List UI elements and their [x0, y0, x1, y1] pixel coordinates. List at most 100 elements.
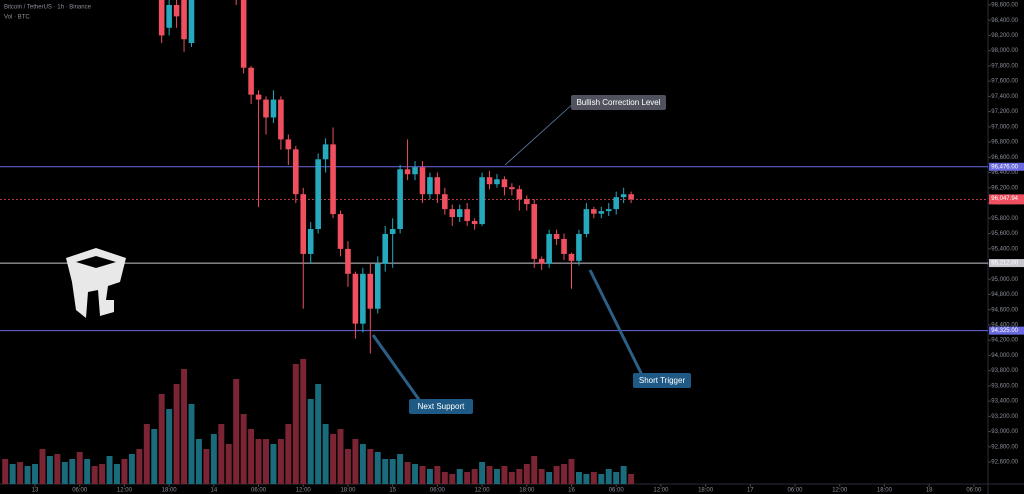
- volume-bar: [203, 449, 210, 484]
- candle-body: [583, 209, 590, 234]
- annotation-leader: [588, 269, 644, 376]
- y-tick-label: 93,200.00: [991, 414, 1018, 420]
- candle-body: [479, 177, 485, 225]
- y-tick-label: 95,800.00: [991, 216, 1018, 222]
- y-tick-label: 94,400.00: [991, 323, 1018, 329]
- volume-bar: [337, 429, 344, 484]
- x-tick-label: 18:00: [519, 488, 535, 494]
- candles-layer: [158, 0, 634, 354]
- annotation-leader: [371, 334, 422, 402]
- volume-bar: [605, 469, 612, 484]
- candle-body: [449, 209, 456, 218]
- volume-bar: [69, 459, 76, 484]
- volume-bar: [225, 444, 232, 484]
- candle-body: [263, 99, 269, 118]
- volume-bar: [344, 449, 351, 484]
- y-tick-label: 92,600.00: [991, 460, 1018, 466]
- candle-body: [278, 99, 284, 140]
- candle-body: [404, 169, 411, 175]
- candle-body: [158, 0, 165, 36]
- candle-body: [248, 67, 254, 95]
- y-tick-label: 92,800.00: [991, 444, 1018, 450]
- candle-body: [434, 177, 441, 195]
- y-tick-label: 96,200.00: [991, 185, 1018, 191]
- volume-bar: [441, 472, 448, 484]
- volume-layer: [2, 359, 635, 484]
- volume-bar: [39, 449, 46, 484]
- candle-body: [516, 189, 523, 200]
- volume-bar: [590, 472, 597, 484]
- volume-bar: [143, 424, 150, 484]
- candle-body: [620, 194, 627, 198]
- candle-body: [523, 199, 530, 205]
- candle-body: [322, 144, 329, 160]
- volume-bar: [195, 439, 202, 484]
- volume-bar: [322, 424, 329, 484]
- volume-label: Vol · BTC: [4, 15, 30, 21]
- candle-body: [494, 179, 500, 185]
- candle-body: [538, 258, 545, 264]
- volume-bar: [151, 429, 158, 484]
- volume-bar: [233, 379, 240, 484]
- x-tick-label: 12:00: [475, 488, 491, 494]
- volume-bar: [263, 439, 269, 484]
- level-badge: [989, 326, 1024, 335]
- x-tick-label: 12:00: [296, 488, 312, 494]
- volume-bar: [583, 474, 590, 484]
- volume-bar: [568, 459, 575, 484]
- candle-body: [374, 263, 381, 309]
- axes-layer: 92,600.00 92,800.00 93,000.00 93,200.00 93,4…: [32, 3, 1024, 494]
- volume-bar: [598, 474, 605, 484]
- candle-body: [561, 238, 567, 254]
- candle-body: [382, 233, 389, 264]
- y-tick-label: 95,000.00: [991, 277, 1018, 283]
- volume-bar: [456, 469, 463, 484]
- level-badge: [989, 162, 1024, 171]
- candle-body: [605, 209, 612, 212]
- candle-body: [307, 229, 314, 254]
- candle-body: [360, 273, 366, 324]
- last-price-label: 96,047.94: [991, 196, 1018, 202]
- candle-body: [501, 179, 508, 188]
- candle-body: [412, 167, 418, 175]
- chart-title: Bitcoin / TetherUS · 1h · Binance: [4, 5, 92, 11]
- x-tick-label: 12:00: [117, 488, 133, 494]
- y-tick-label: 93,400.00: [991, 399, 1018, 405]
- volume-bar: [628, 474, 635, 484]
- volume-bar: [210, 434, 217, 484]
- volume-bar: [136, 449, 143, 484]
- volume-bar: [449, 474, 456, 484]
- y-tick-label: 93,800.00: [991, 368, 1018, 374]
- y-tick-label: 98,000.00: [991, 48, 1018, 54]
- volume-bar: [307, 399, 314, 484]
- x-tick-label: 14: [210, 488, 217, 494]
- y-tick-label: 95,600.00: [991, 231, 1018, 237]
- y-tick-label: 98,600.00: [991, 3, 1018, 9]
- volume-bar: [397, 454, 404, 484]
- volume-bar: [575, 472, 582, 484]
- x-tick-label: 18:00: [877, 488, 893, 494]
- volume-bar: [315, 384, 322, 484]
- volume-bar: [173, 384, 180, 484]
- volume-bar: [24, 466, 31, 484]
- candle-body: [553, 233, 560, 239]
- x-tick-label: 06:00: [72, 488, 88, 494]
- volume-bar: [106, 456, 113, 484]
- annotation-box: [633, 373, 691, 388]
- candle-body: [486, 177, 493, 185]
- y-tick-label: 96,400.00: [991, 170, 1018, 176]
- volume-bar: [46, 456, 53, 484]
- volume-bar: [523, 464, 530, 484]
- volume-bar: [285, 424, 292, 484]
- x-tick-label: 06:00: [966, 488, 982, 494]
- candle-body: [270, 99, 277, 118]
- volume-bar: [91, 466, 98, 484]
- y-tick-label: 97,400.00: [991, 94, 1018, 100]
- y-tick-label: 93,000.00: [991, 429, 1018, 435]
- volume-bar: [114, 464, 120, 484]
- volume-bar: [128, 454, 135, 484]
- candle-body: [389, 229, 396, 234]
- volume-bar: [2, 459, 9, 484]
- candle-body: [546, 233, 552, 264]
- candle-body: [330, 144, 336, 215]
